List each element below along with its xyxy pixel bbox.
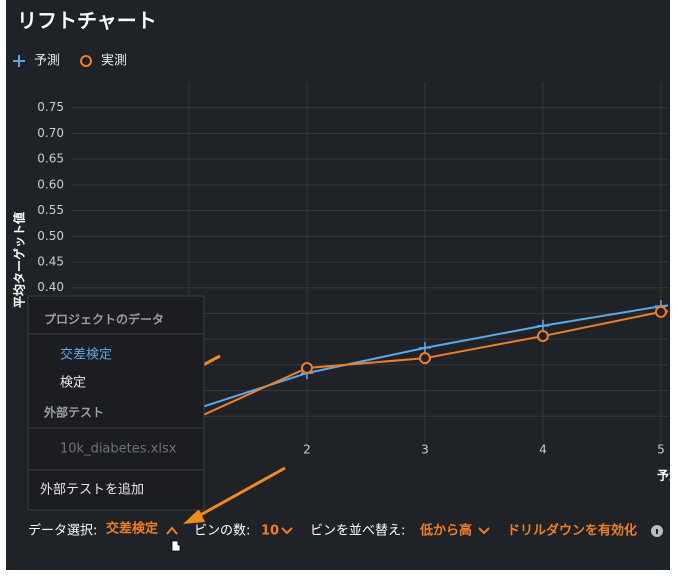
y-tick-label: 0.75	[37, 100, 64, 114]
legend-marker	[80, 55, 93, 67]
x-tick-label: 4	[539, 443, 547, 457]
menu-box	[27, 295, 205, 511]
series-line	[188, 304, 668, 413]
chevron-down[interactable]	[478, 527, 490, 535]
point	[418, 341, 431, 354]
chevron-down[interactable]	[281, 527, 293, 535]
y-tick-label: 0.45	[37, 255, 64, 269]
point	[418, 352, 431, 365]
chevron-up[interactable]	[166, 526, 178, 535]
menu-item[interactable]: 検定	[60, 376, 86, 391]
toolbar-label: ビンを並べ替え:	[310, 524, 405, 539]
legend-label: 実測	[101, 53, 127, 69]
point	[300, 361, 313, 374]
dropdown-menu: プロジェクトのデータ 交差検定 検定 外部テスト 10k_diabetes.xl…	[27, 295, 205, 511]
menu-header: プロジェクトのデータ	[44, 312, 164, 327]
x-tick-label: 3	[421, 443, 429, 457]
point	[536, 319, 549, 332]
legend-marker	[13, 55, 25, 67]
toolbar-dropdown[interactable]: 10	[261, 524, 279, 539]
y-tick-label: 0.40	[37, 280, 64, 294]
toolbar-label: ビンの数:	[194, 524, 250, 539]
series-line	[188, 310, 668, 423]
y-tick-label: 0.55	[37, 203, 64, 217]
y-tick-label: 0.70	[37, 126, 64, 140]
toolbar-dropdown[interactable]: 交差検定	[106, 521, 158, 537]
menu-action[interactable]: 外部テストを追加	[40, 482, 144, 498]
legend: 予測 実測	[13, 53, 127, 69]
cursor	[171, 540, 181, 552]
toolbar-link[interactable]: ドリルダウンを有効化	[507, 523, 637, 539]
y-tick-label: 0.50	[37, 229, 64, 243]
menu-header: 外部テスト	[44, 405, 104, 420]
legend-label: 予測	[34, 54, 60, 69]
point	[654, 305, 667, 318]
y-tick-label: 0.65	[37, 152, 64, 166]
x-tick-label: 2	[303, 443, 311, 457]
menu-item[interactable]: 交差検定	[60, 347, 112, 363]
y-tick-label: 0.60	[37, 177, 64, 191]
info-icon-mark	[656, 529, 658, 534]
series-layer	[182, 300, 668, 428]
x-tick-label: 5	[657, 443, 665, 457]
y-axis-label: 平均ターゲット値	[12, 212, 27, 308]
menu-item-disabled: 10k_diabetes.xlsx	[60, 442, 177, 457]
toolbar-dropdown[interactable]: 低から高	[419, 523, 472, 539]
toolbar-label: データ選択:	[28, 523, 97, 539]
x-axis-label: 予測	[657, 468, 678, 483]
chart-title: リフトチャート	[17, 9, 157, 33]
toolbar: データ選択: 交差検定 ビンの数: 10 ビンを並べ替え: 低から高 ドリルダウ…	[28, 521, 663, 552]
point	[536, 330, 549, 343]
